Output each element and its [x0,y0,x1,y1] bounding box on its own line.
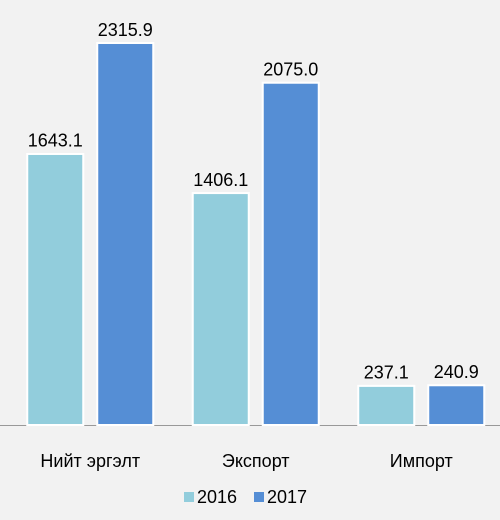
legend-swatch [254,492,264,502]
data-label: 2075.0 [263,59,318,79]
legend-label: 2017 [267,487,307,507]
legend-swatch [184,492,194,502]
data-label: 1643.1 [28,131,83,151]
x-tick-label: Нийт эргэлт [40,451,140,471]
bar [261,81,320,426]
bar [427,384,486,426]
bar [357,384,416,426]
bar [191,192,250,426]
bar [96,42,155,426]
data-label: 2315.9 [98,20,153,40]
legend-label: 2016 [197,487,237,507]
x-tick-label: Импорт [390,451,453,471]
data-label: 240.9 [434,362,479,382]
data-label: 237.1 [364,363,409,383]
x-tick-label: Экспорт [222,451,290,471]
data-label: 1406.1 [193,170,248,190]
bar [26,152,85,426]
